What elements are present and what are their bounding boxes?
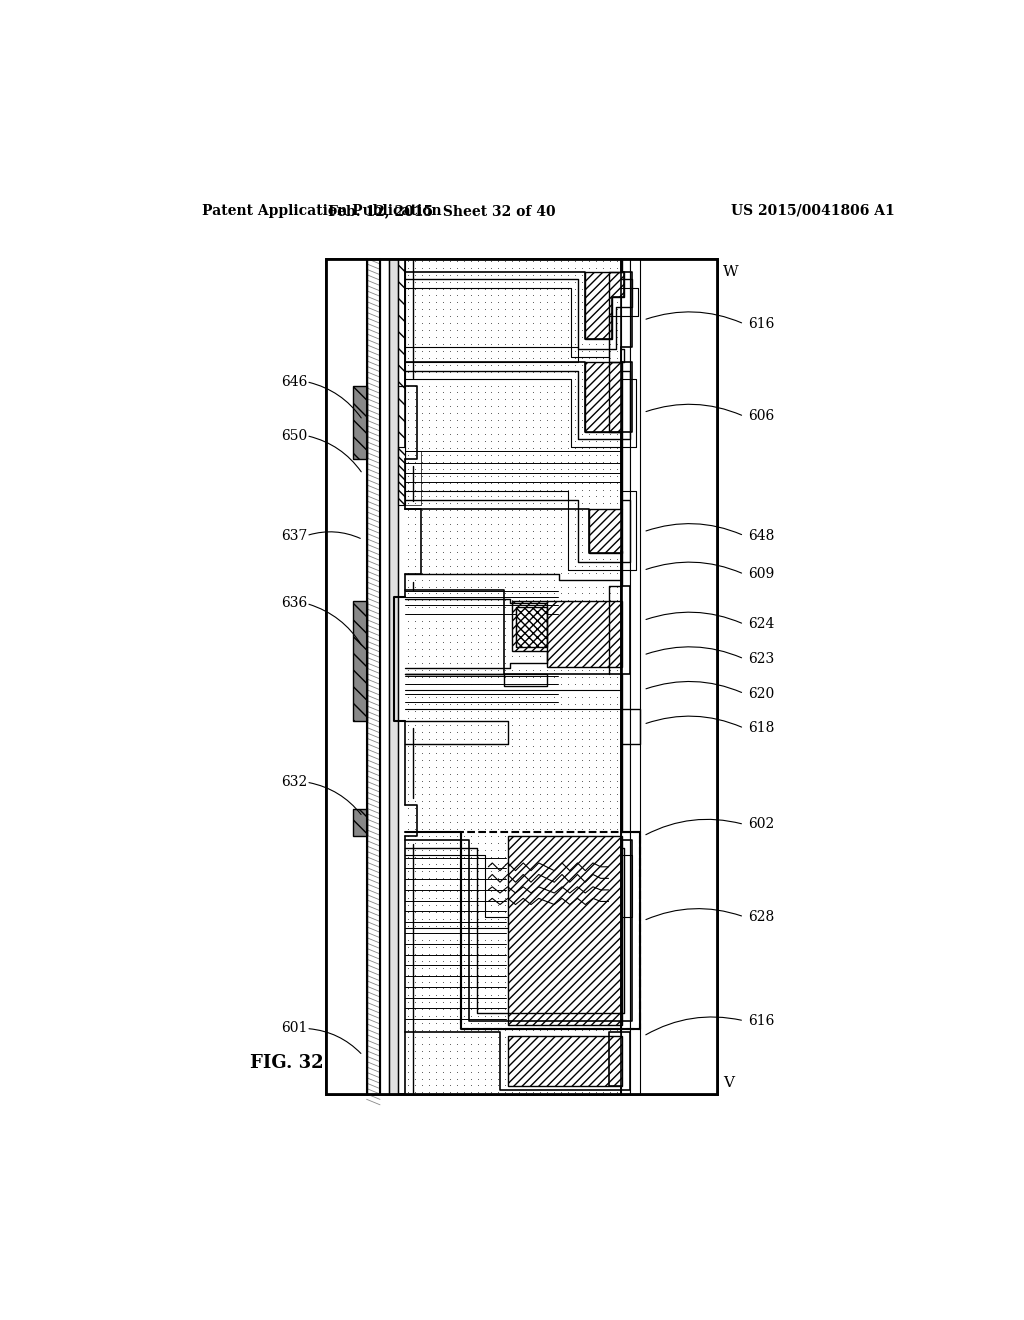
Text: 616: 616 bbox=[748, 317, 774, 331]
Text: 602: 602 bbox=[748, 817, 774, 832]
Text: 632: 632 bbox=[282, 775, 308, 789]
Polygon shape bbox=[397, 447, 406, 506]
Polygon shape bbox=[586, 363, 623, 432]
Text: Feb. 12, 2015  Sheet 32 of 40: Feb. 12, 2015 Sheet 32 of 40 bbox=[328, 203, 556, 218]
Polygon shape bbox=[397, 259, 406, 385]
Polygon shape bbox=[352, 601, 367, 721]
Text: US 2015/0041806 A1: US 2015/0041806 A1 bbox=[731, 203, 895, 218]
Text: 650: 650 bbox=[282, 429, 308, 442]
Text: 628: 628 bbox=[748, 909, 774, 924]
Polygon shape bbox=[586, 272, 624, 339]
Bar bbox=[389, 259, 397, 1094]
Text: V: V bbox=[723, 1076, 734, 1090]
Bar bbox=[640, 259, 717, 1094]
Polygon shape bbox=[397, 385, 406, 459]
Bar bbox=[367, 259, 380, 1094]
Bar bbox=[326, 259, 367, 1094]
Bar bbox=[406, 259, 640, 1094]
Polygon shape bbox=[515, 607, 547, 647]
Bar bbox=[630, 259, 640, 1094]
Bar bbox=[621, 259, 630, 1094]
Text: Patent Application Publication: Patent Application Publication bbox=[202, 203, 441, 218]
Text: 637: 637 bbox=[282, 529, 308, 543]
Text: 624: 624 bbox=[748, 618, 774, 631]
Bar bbox=[326, 259, 717, 1094]
Bar bbox=[380, 259, 389, 1094]
Text: 606: 606 bbox=[748, 409, 774, 424]
Text: 618: 618 bbox=[748, 721, 774, 735]
Text: 623: 623 bbox=[748, 652, 774, 665]
Text: 620: 620 bbox=[748, 686, 774, 701]
Bar bbox=[367, 259, 380, 1094]
Text: 616: 616 bbox=[748, 1014, 774, 1028]
Bar bbox=[461, 832, 640, 1028]
Text: 646: 646 bbox=[282, 375, 308, 388]
Text: W: W bbox=[723, 264, 739, 279]
Polygon shape bbox=[352, 809, 367, 836]
Text: 609: 609 bbox=[748, 568, 774, 581]
Text: 601: 601 bbox=[282, 1022, 308, 1035]
Text: 636: 636 bbox=[282, 597, 308, 610]
Text: FIG. 32: FIG. 32 bbox=[251, 1055, 324, 1072]
Text: 648: 648 bbox=[748, 529, 774, 543]
Polygon shape bbox=[508, 836, 623, 1024]
Polygon shape bbox=[512, 601, 623, 667]
Polygon shape bbox=[352, 385, 367, 459]
Polygon shape bbox=[508, 1036, 623, 1086]
Polygon shape bbox=[589, 508, 623, 553]
Bar bbox=[326, 259, 717, 1094]
